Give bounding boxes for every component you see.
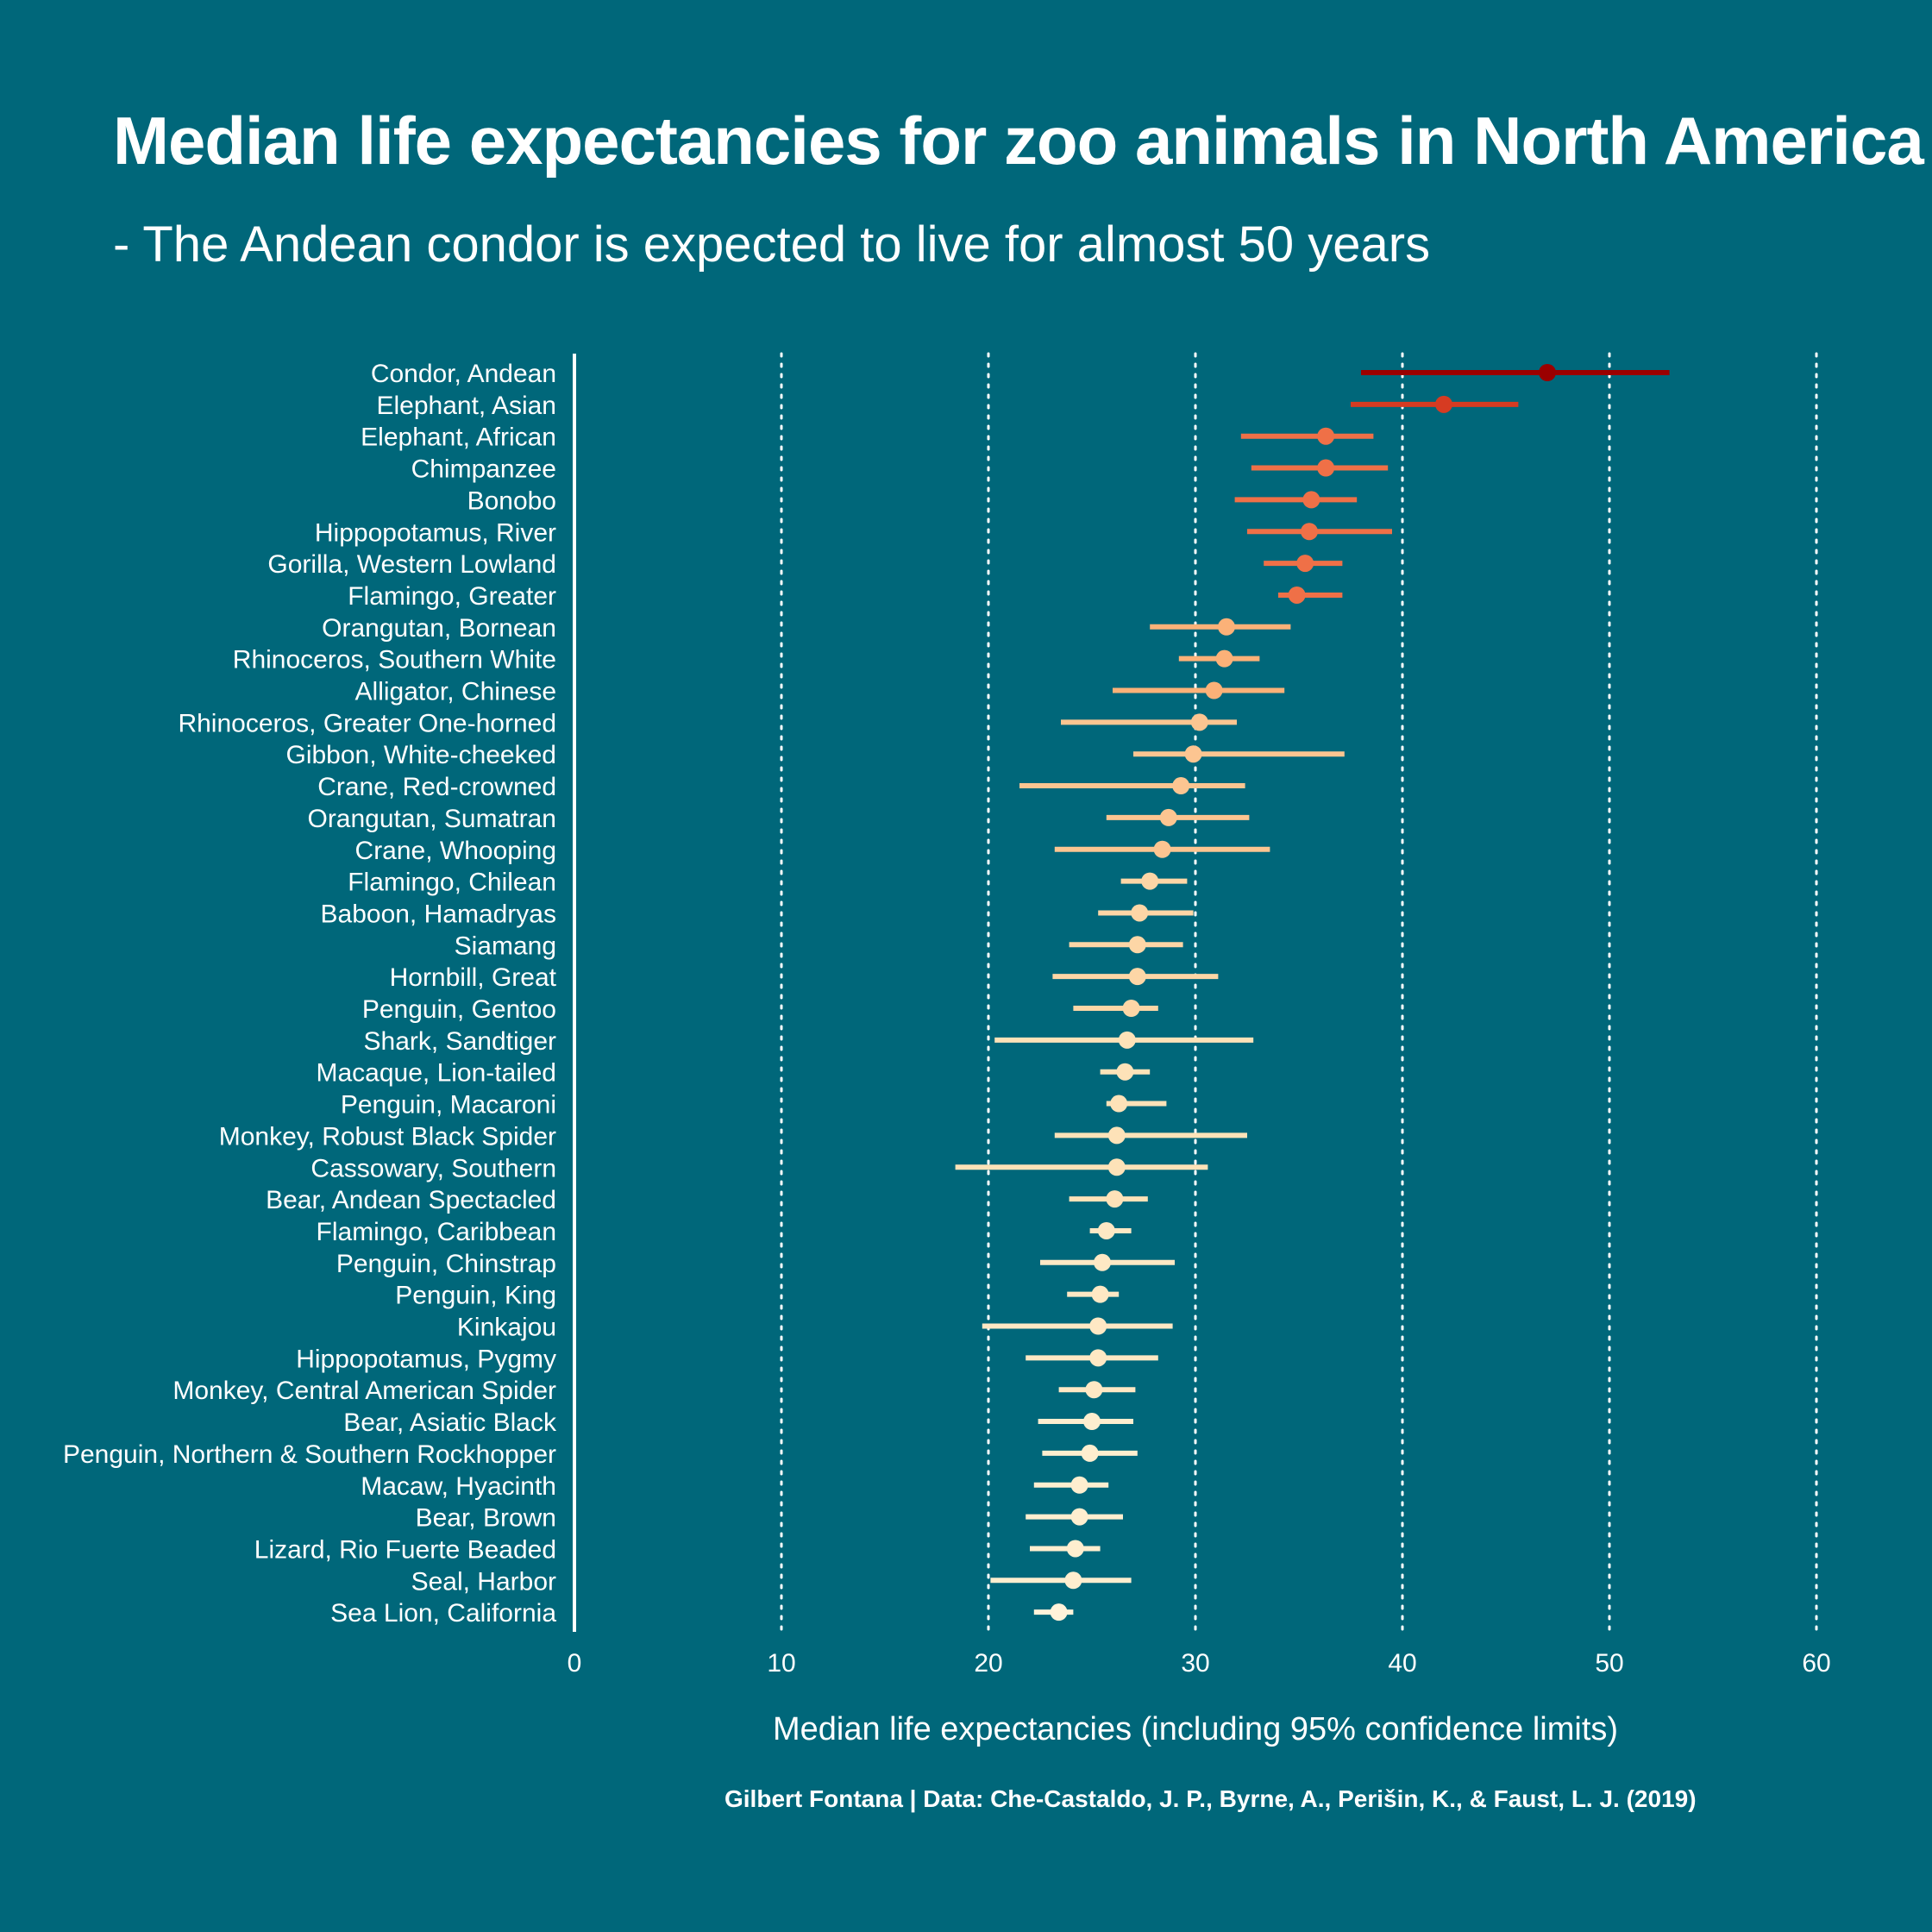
median-point bbox=[1302, 491, 1320, 509]
y-tick-label: Rhinoceros, Southern White bbox=[233, 646, 556, 674]
y-tick-label: Penguin, King bbox=[395, 1282, 556, 1310]
median-point bbox=[1128, 936, 1146, 954]
median-points bbox=[1050, 364, 1556, 1622]
y-tick-label: Macaw, Hyacinth bbox=[361, 1472, 556, 1501]
y-tick-label: Orangutan, Sumatran bbox=[307, 805, 556, 833]
y-tick-label: Bear, Asiatic Black bbox=[343, 1408, 557, 1437]
y-tick-labels: Condor, Andean Elephant, Asian Elephant, A… bbox=[63, 360, 557, 1628]
y-tick-label: Elephant, African bbox=[361, 423, 556, 452]
median-point bbox=[1066, 1540, 1084, 1558]
median-point bbox=[1089, 1349, 1107, 1367]
x-tick-label: 0 bbox=[568, 1649, 582, 1678]
median-point bbox=[1107, 1158, 1126, 1176]
x-tick-label: 50 bbox=[1595, 1649, 1623, 1678]
median-point bbox=[1218, 618, 1235, 636]
median-point bbox=[1131, 904, 1149, 922]
y-tick-label: Orangutan, Bornean bbox=[322, 614, 556, 643]
median-point bbox=[1190, 713, 1208, 731]
y-tick-label: Gorilla, Western Lowland bbox=[267, 550, 556, 579]
x-tick-label: 40 bbox=[1388, 1649, 1416, 1678]
y-tick-label: Flamingo, Chilean bbox=[348, 869, 556, 897]
median-point bbox=[1085, 1381, 1103, 1399]
chart-title: Median life expectancies for zoo animals… bbox=[113, 103, 1924, 179]
median-point bbox=[1301, 523, 1318, 541]
y-tick-label: Hippopotamus, Pygmy bbox=[296, 1345, 556, 1373]
y-tick-label: Gibbon, White-cheeked bbox=[285, 741, 556, 769]
median-point bbox=[1153, 840, 1171, 858]
median-point bbox=[1215, 649, 1233, 668]
y-tick-label: Penguin, Northern & Southern Rockhopper bbox=[63, 1440, 556, 1469]
y-tick-label: Bonobo bbox=[467, 486, 556, 515]
median-point bbox=[1070, 1508, 1088, 1526]
y-tick-label: Hippopotamus, River bbox=[315, 518, 556, 547]
y-tick-label: Shark, Sandtiger bbox=[364, 1027, 556, 1056]
median-point bbox=[1050, 1603, 1068, 1622]
x-tick-label: 30 bbox=[1181, 1649, 1209, 1678]
x-tick-labels: 0 10 20 30 40 50 60 bbox=[568, 1649, 1831, 1678]
x-tick-label: 10 bbox=[767, 1649, 795, 1678]
y-tick-label: Cassowary, Southern bbox=[310, 1154, 556, 1182]
y-tick-label: Monkey, Central American Spider bbox=[172, 1377, 556, 1405]
x-tick-label: 20 bbox=[974, 1649, 1002, 1678]
x-tick-label: 60 bbox=[1802, 1649, 1830, 1678]
y-tick-label: Penguin, Macaroni bbox=[341, 1091, 556, 1120]
median-point bbox=[1296, 555, 1314, 573]
y-tick-label: Elephant, Asian bbox=[377, 392, 557, 420]
x-axis-label: Median life expectancies (including 95% … bbox=[773, 1711, 1618, 1747]
median-point bbox=[1128, 968, 1146, 986]
y-tick-label: Lizard, Rio Fuerte Beaded bbox=[254, 1535, 556, 1564]
grid-lines bbox=[780, 352, 1818, 1634]
y-tick-label: Sea Lion, California bbox=[330, 1599, 556, 1628]
median-point bbox=[1141, 872, 1159, 890]
median-point bbox=[1094, 1253, 1111, 1271]
y-tick-label: Crane, Whooping bbox=[355, 837, 556, 865]
confidence-ranges bbox=[955, 370, 1670, 1615]
median-point bbox=[1288, 586, 1306, 604]
median-point bbox=[1122, 1000, 1140, 1017]
median-point bbox=[1172, 777, 1190, 795]
median-point bbox=[1083, 1413, 1101, 1431]
y-tick-label: Penguin, Gentoo bbox=[362, 995, 556, 1024]
y-tick-label: Kinkajou bbox=[457, 1314, 556, 1342]
median-point bbox=[1081, 1444, 1099, 1462]
y-tick-label: Flamingo, Caribbean bbox=[317, 1218, 556, 1246]
y-tick-label: Chimpanzee bbox=[411, 455, 556, 484]
median-point bbox=[1205, 681, 1223, 699]
y-tick-label: Seal, Harbor bbox=[411, 1567, 556, 1596]
median-point bbox=[1097, 1221, 1115, 1239]
median-point bbox=[1317, 427, 1335, 445]
y-tick-label: Condor, Andean bbox=[371, 360, 556, 388]
y-tick-label: Penguin, Chinstrap bbox=[336, 1250, 556, 1278]
median-point bbox=[1184, 745, 1202, 763]
y-tick-label: Macaque, Lion-tailed bbox=[316, 1059, 556, 1088]
median-point bbox=[1106, 1190, 1124, 1208]
median-point bbox=[1159, 808, 1177, 826]
y-tick-label: Baboon, Hamadryas bbox=[321, 900, 557, 928]
y-tick-label: Bear, Brown bbox=[416, 1504, 556, 1533]
median-point bbox=[1317, 459, 1335, 477]
median-point bbox=[1435, 395, 1452, 413]
median-point bbox=[1116, 1063, 1134, 1081]
median-point bbox=[1118, 1031, 1136, 1049]
y-tick-label: Hornbill, Great bbox=[390, 963, 557, 992]
y-tick-label: Monkey, Robust Black Spider bbox=[219, 1122, 556, 1151]
median-point bbox=[1107, 1126, 1126, 1145]
median-point bbox=[1539, 364, 1556, 381]
y-tick-label: Siamang bbox=[455, 932, 556, 960]
median-point bbox=[1089, 1317, 1107, 1335]
y-tick-label: Bear, Andean Spectacled bbox=[266, 1186, 556, 1214]
source-caption: Gilbert Fontana | Data: Che-Castaldo, J.… bbox=[724, 1785, 1697, 1812]
y-tick-label: Flamingo, Greater bbox=[348, 582, 556, 611]
median-point bbox=[1064, 1571, 1082, 1590]
y-tick-label: Alligator, Chinese bbox=[355, 678, 556, 706]
y-tick-label: Rhinoceros, Greater One-horned bbox=[178, 709, 556, 737]
y-tick-label: Crane, Red-crowned bbox=[317, 773, 556, 801]
median-point bbox=[1091, 1285, 1109, 1303]
median-point bbox=[1110, 1095, 1128, 1113]
median-point bbox=[1070, 1476, 1088, 1494]
chart-subtitle: - The Andean condor is expected to live … bbox=[113, 216, 1431, 273]
